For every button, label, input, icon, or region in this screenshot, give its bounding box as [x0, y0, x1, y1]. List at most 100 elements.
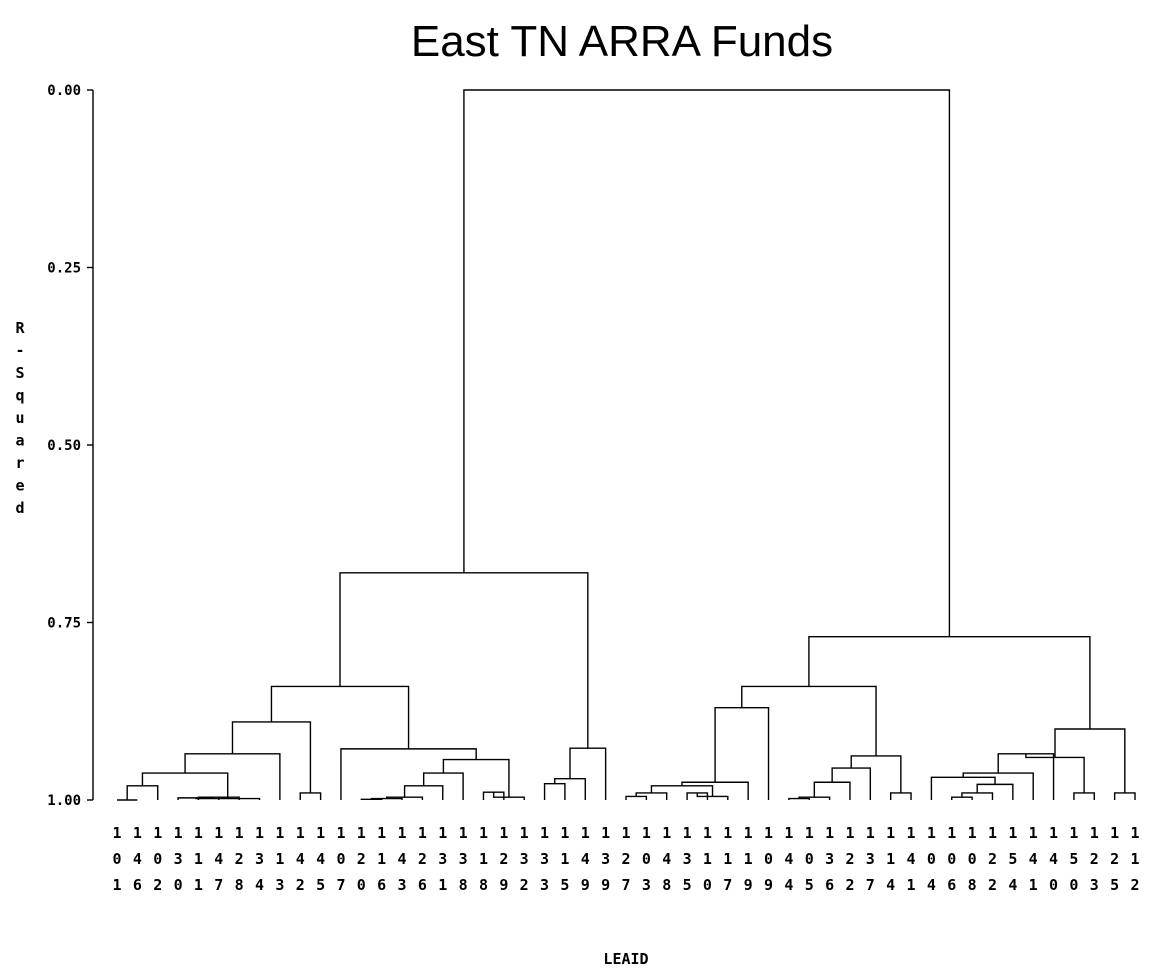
leaf-label-digit: 5: [805, 876, 814, 894]
leaf-label-digit: 1: [683, 824, 692, 842]
leaf-label: 1 3 3: [540, 824, 549, 894]
leaf-label-digit: 4: [1029, 850, 1038, 868]
leaf-label: 1 2 2: [845, 824, 854, 894]
leaf-label: 1 1 4: [886, 824, 895, 894]
y-tick-label: 0.75: [47, 616, 81, 632]
dendrogram-link: [788, 797, 810, 800]
y-axis-label-char: R: [15, 319, 25, 337]
dendrogram-link: [299, 792, 322, 800]
leaf-label-digit: 3: [1090, 876, 1099, 894]
y-axis-label-char: a: [15, 432, 24, 450]
leaf-label-digit: 1: [723, 824, 732, 842]
leaf-label-digit: 2: [1090, 850, 1099, 868]
leaf-label-digit: 0: [153, 850, 162, 868]
leaf-label-digit: 3: [438, 850, 447, 868]
dendrogram-link: [808, 636, 1091, 729]
leaf-label: 1 2 6: [418, 824, 427, 894]
leaf-label-digit: 4: [784, 876, 793, 894]
leaf-label-digit: 3: [174, 850, 183, 868]
leaf-label-digit: 1: [194, 850, 203, 868]
leaf-label: 1 4 4: [784, 824, 793, 894]
leaf-label-digit: 1: [255, 824, 264, 842]
y-axis: 0.00 0.25 0.50 0.75 1.00: [47, 83, 94, 809]
leaf-label-digit: 1: [1029, 876, 1038, 894]
leaf-label: 1 1 5: [560, 824, 569, 894]
dendrogram-link: [997, 753, 1055, 800]
leaf-label-digit: 1: [1130, 824, 1139, 842]
chart-title: East TN ARRA Funds: [411, 17, 833, 66]
leaf-label-digit: 7: [621, 876, 630, 894]
leaf-label: 1 3 6: [825, 824, 834, 894]
leaf-label: 1 0 6: [947, 824, 956, 894]
leaf-label-digit: 4: [784, 850, 793, 868]
leaf-label-digit: 1: [1029, 824, 1038, 842]
leaf-label-digit: 8: [459, 876, 468, 894]
dendrogram-link: [650, 785, 714, 797]
leaf-label-digit: 4: [886, 876, 895, 894]
leaf-label-digit: 1: [112, 876, 121, 894]
leaf-label-digit: 4: [398, 850, 407, 868]
leaf-label-digit: 1: [907, 876, 916, 894]
dendrogram-link: [554, 778, 586, 800]
y-axis-label-char: q: [15, 387, 24, 405]
leaf-label-digit: 3: [601, 850, 610, 868]
leaf-label-digit: 4: [133, 850, 142, 868]
leaf-label-digit: 6: [418, 876, 427, 894]
leaf-label-digit: 3: [866, 850, 875, 868]
leaf-label-digit: 2: [845, 850, 854, 868]
leaf-label-digit: 6: [825, 876, 834, 894]
leaf-label-digit: 4: [214, 850, 223, 868]
leaf-label-digit: 2: [153, 876, 162, 894]
dendrogram-link: [463, 89, 951, 637]
leaf-label: 1 4 0: [1049, 824, 1058, 894]
leaf-label: 1 3 2: [520, 824, 529, 894]
leaf-label-digit: 2: [235, 850, 244, 868]
leaf-label-digit: 2: [357, 850, 366, 868]
leaf-label-digit: 9: [764, 876, 773, 894]
leaf-label: 1 3 8: [459, 824, 468, 894]
leaf-label: 1 0 7: [336, 824, 345, 894]
leaf-label-digit: 1: [418, 824, 427, 842]
leaf-label-digit: 5: [560, 876, 569, 894]
leaf-label-digit: 1: [438, 824, 447, 842]
leaf-label-digit: 5: [683, 876, 692, 894]
dendrogram-branches: [117, 89, 1136, 801]
leaf-label: 1 2 0: [357, 824, 366, 894]
dendrogram-link: [961, 792, 994, 800]
leaf-label: 1 1 8: [479, 824, 488, 894]
leaf-label: 1 2 8: [235, 824, 244, 894]
leaf-label-digit: 9: [581, 876, 590, 894]
leaf-label-digit: 3: [255, 850, 264, 868]
leaf-label-digit: 4: [296, 850, 305, 868]
leaf-label-digit: 5: [1008, 850, 1017, 868]
leaf-label-digit: 1: [214, 824, 223, 842]
leaf-label-digit: 9: [601, 876, 610, 894]
leaf-label: 1 5 0: [1069, 824, 1078, 894]
leaf-label-digit: 1: [275, 824, 284, 842]
leaf-label-digit: 3: [520, 850, 529, 868]
dendrogram-link: [741, 685, 877, 756]
leaf-label-digit: 1: [438, 876, 447, 894]
leaf-label-digit: 0: [968, 850, 977, 868]
leaf-label-digit: 4: [581, 850, 590, 868]
leaf-label-digit: 3: [459, 850, 468, 868]
dendrogram-link: [1073, 792, 1095, 800]
leaf-label-digit: 1: [621, 824, 630, 842]
leaf-label-digit: 1: [784, 824, 793, 842]
leaf-label-digit: 0: [703, 876, 712, 894]
leaf-label-digit: 0: [357, 876, 366, 894]
leaf-label-digit: 1: [174, 824, 183, 842]
leaf-label: 1 0 4: [927, 824, 936, 894]
leaf-label-digit: 6: [133, 876, 142, 894]
x-axis-label: LEAID: [603, 950, 648, 968]
leaf-label-digit: 3: [683, 850, 692, 868]
leaf-label-digit: 1: [336, 824, 345, 842]
leaf-label: 1 5 4: [1008, 824, 1017, 894]
leaf-label-digit: 1: [642, 824, 651, 842]
leaf-label-digit: 1: [866, 824, 875, 842]
leaf-label-digit: 2: [1110, 850, 1119, 868]
leaf-label: 1 4 2: [296, 824, 305, 894]
y-tick-label: 0.00: [47, 83, 81, 99]
